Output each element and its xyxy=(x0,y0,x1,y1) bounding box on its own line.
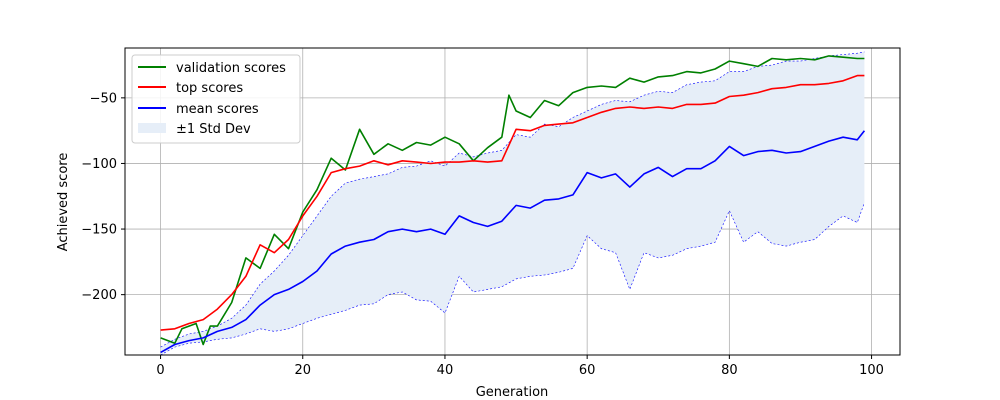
x-axis-label: Generation xyxy=(476,385,549,400)
legend: validation scores top scores mean scores… xyxy=(131,54,301,144)
std-dev-lower-edge xyxy=(160,202,865,356)
legend-swatch-std xyxy=(138,123,166,133)
legend-box xyxy=(131,54,301,144)
x-tick-label: 100 xyxy=(859,363,884,378)
x-tick-label: 40 xyxy=(437,363,454,378)
x-tick-label: 60 xyxy=(579,363,596,378)
std-dev-band xyxy=(160,51,865,356)
x-axis-ticks: 0 20 40 60 80 100 xyxy=(156,355,884,378)
validation-scores-line xyxy=(160,55,865,346)
y-axis-label: Achieved score xyxy=(56,153,71,252)
legend-label-validation: validation scores xyxy=(176,61,286,76)
plot-frame xyxy=(124,47,901,356)
x-tick-label: 20 xyxy=(294,363,311,378)
std-dev-area xyxy=(160,51,865,356)
y-tick-label: −100 xyxy=(81,157,117,172)
series-lines xyxy=(160,55,866,354)
mean-scores-line xyxy=(160,130,866,354)
x-tick-label: 80 xyxy=(721,363,738,378)
legend-label-mean: mean scores xyxy=(176,102,259,117)
x-tick-label: 0 xyxy=(156,363,164,378)
legend-label-top: top scores xyxy=(176,81,243,96)
y-axis-ticks: −200 −150 −100 −50 xyxy=(81,91,125,303)
y-tick-label: −200 xyxy=(81,288,117,303)
std-dev-upper-edge xyxy=(160,51,865,348)
y-tick-label: −50 xyxy=(90,91,117,106)
legend-label-std: ±1 Std Dev xyxy=(176,122,251,137)
y-tick-label: −150 xyxy=(81,223,117,238)
top-scores-line xyxy=(160,74,865,331)
